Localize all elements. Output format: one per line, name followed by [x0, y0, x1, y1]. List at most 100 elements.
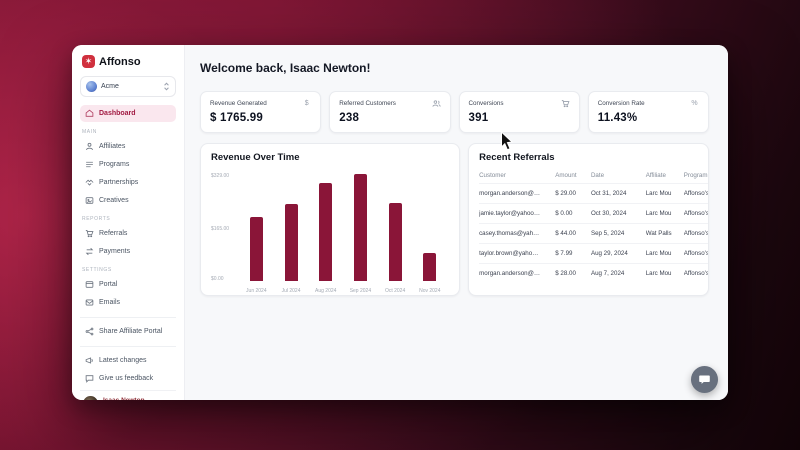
- sidebar-item-referrals[interactable]: Referrals: [80, 225, 176, 242]
- cart-icon: [561, 99, 570, 108]
- cell-customer: morgan.anderson@…: [479, 183, 556, 204]
- latest-changes-link[interactable]: Latest changes: [80, 352, 176, 369]
- sidebar-item-label: Portal: [99, 281, 118, 288]
- stat-card-revenue-generated: Revenue Generated $ $ 1765.99: [200, 91, 322, 133]
- recent-referrals-card: Recent Referrals Customer Amount Date Af…: [468, 143, 709, 296]
- bar-nov-2024: [423, 253, 437, 281]
- cell-amount: $ 7.99: [555, 243, 591, 264]
- cell-affiliate: Larc Mou: [645, 203, 684, 224]
- y-axis-tick: $165.00: [211, 226, 230, 232]
- chat-widget-button[interactable]: [691, 366, 718, 393]
- cart-icon: [85, 229, 94, 238]
- browser-icon: [85, 281, 94, 288]
- cell-program: Affonso's…: [683, 183, 709, 204]
- cell-amount: $ 29.00: [555, 183, 591, 204]
- cell-affiliate: Larc Mou: [645, 183, 684, 204]
- stat-label: Conversions: [468, 100, 504, 107]
- cell-program: Affonso's…: [683, 263, 709, 283]
- x-axis-tick: Nov 2024: [419, 288, 441, 294]
- main-content: Welcome back, Isaac Newton! Revenue Gene…: [185, 45, 728, 400]
- user-avatar: [83, 396, 98, 400]
- cell-date: Aug 29, 2024: [590, 243, 646, 264]
- stat-label: Conversion Rate: [597, 100, 645, 107]
- stat-label: Revenue Generated: [210, 100, 267, 107]
- table-row[interactable]: morgan.anderson@… $ 29.00 Oct 31, 2024 L…: [479, 183, 709, 204]
- user-name: Isaac Newton: [103, 397, 161, 400]
- table-row[interactable]: jamie.taylor@yahoo… $ 0.00 Oct 30, 2024 …: [479, 203, 709, 224]
- envelope-icon: [85, 299, 94, 306]
- cell-date: Sep 5, 2024: [590, 223, 646, 244]
- table-row[interactable]: taylor.brown@yaho… $ 7.99 Aug 29, 2024 L…: [479, 243, 709, 264]
- sidebar-item-creatives[interactable]: Creatives: [80, 192, 176, 209]
- table-title: Recent Referrals: [479, 152, 555, 163]
- bar-sep-2024: [353, 173, 367, 281]
- handshake-icon: [85, 179, 94, 186]
- stats-row: Revenue Generated $ $ 1765.99 Referred C…: [200, 91, 709, 133]
- share-affiliate-portal-button[interactable]: Share Affiliate Portal: [80, 323, 176, 340]
- x-axis-tick: Sep 2024: [349, 288, 372, 294]
- sidebar-item-label: Referrals: [99, 230, 128, 237]
- content-row: Revenue Over Time $329.00 $165.00 $0.00: [200, 143, 709, 296]
- chevron-up-down-icon: [164, 82, 169, 91]
- list-icon: [86, 161, 93, 168]
- user-meta: Isaac Newton isaac@newton.com: [103, 397, 161, 400]
- sidebar-item-emails[interactable]: Emails: [80, 294, 176, 311]
- cell-affiliate: Larc Mou: [645, 243, 684, 264]
- sidebar-item-label: Share Affiliate Portal: [99, 328, 163, 335]
- workspace-selector[interactable]: Acme: [80, 76, 176, 97]
- chart-title: Revenue Over Time: [211, 152, 300, 163]
- sidebar-item-label: Partnerships: [99, 179, 139, 186]
- revenue-bar-chart: $329.00 $165.00 $0.00 Jun 2024: [211, 166, 449, 294]
- stat-value: $ 1765.99: [210, 112, 263, 124]
- image-icon: [85, 197, 94, 204]
- section-label-settings: SETTINGS: [82, 267, 112, 273]
- sidebar-item-label: Give us feedback: [99, 375, 154, 382]
- sidebar-item-programs[interactable]: Programs: [80, 156, 176, 173]
- x-axis-labels: Jun 2024 Jul 2024 Aug 2024 Sep 2024 Oct …: [239, 288, 447, 294]
- stat-card-referred-customers: Referred Customers 238: [329, 91, 451, 133]
- transfer-arrows-icon: [85, 247, 94, 256]
- y-axis-tick: $0.00: [211, 276, 224, 282]
- sidebar-item-label: Dashboard: [99, 110, 136, 117]
- bar-jun-2024: [249, 216, 263, 281]
- sidebar-item-dashboard[interactable]: Dashboard: [80, 105, 176, 122]
- sidebar-item-partnerships[interactable]: Partnerships: [80, 174, 176, 191]
- x-axis-tick: Jul 2024: [281, 288, 301, 294]
- percent-icon: %: [691, 100, 698, 107]
- sidebar-divider: [80, 346, 176, 347]
- stat-value: 11.43%: [597, 112, 638, 124]
- workspace-avatar: [86, 81, 97, 92]
- cell-date: Oct 31, 2024: [590, 183, 646, 204]
- cell-affiliate: Larc Mou: [645, 263, 684, 283]
- feedback-bubble-icon: [85, 375, 94, 383]
- x-axis-tick: Oct 2024: [384, 288, 406, 294]
- cell-customer: jamie.taylor@yahoo…: [479, 203, 556, 224]
- cell-affiliate: Wat Palls: [645, 223, 684, 244]
- table-row[interactable]: morgan.anderson@… $ 28.00 Aug 7, 2024 La…: [479, 263, 709, 283]
- cell-customer: taylor.brown@yaho…: [479, 243, 556, 264]
- cell-customer: casey.thomas@yah…: [479, 223, 556, 244]
- stat-label: Referred Customers: [339, 100, 396, 107]
- cell-program: Affonso's…: [683, 223, 709, 244]
- table-row[interactable]: casey.thomas@yah… $ 44.00 Sep 5, 2024 Wa…: [479, 223, 709, 244]
- sidebar-item-payments[interactable]: Payments: [80, 243, 176, 260]
- chat-bubble-icon: [699, 375, 710, 384]
- cell-program: Affonso's…: [683, 203, 709, 224]
- x-axis-tick: Jun 2024: [246, 288, 267, 294]
- sidebar-item-label: Affiliates: [99, 143, 126, 150]
- bar-aug-2024: [319, 182, 333, 281]
- affonso-app-window: ✶ Affonso Acme Dashboard MAIN Affiliates…: [72, 45, 728, 400]
- user-profile-button[interactable]: Isaac Newton isaac@newton.com: [80, 390, 176, 400]
- give-feedback-link[interactable]: Give us feedback: [80, 370, 176, 387]
- affonso-logo-icon: ✶: [82, 55, 95, 68]
- stat-card-conversion-rate: Conversion Rate % 11.43%: [587, 91, 709, 133]
- x-axis-tick: Aug 2024: [315, 288, 337, 294]
- sidebar-item-affiliates[interactable]: Affiliates: [80, 138, 176, 155]
- chart-plot-area: [239, 171, 447, 281]
- users-icon: [431, 99, 441, 108]
- sidebar-item-label: Creatives: [99, 197, 129, 204]
- sidebar-item-portal[interactable]: Portal: [80, 276, 176, 293]
- table-header-row: Customer Amount Date Affiliate Program: [479, 168, 708, 184]
- bar-jul-2024: [284, 203, 298, 281]
